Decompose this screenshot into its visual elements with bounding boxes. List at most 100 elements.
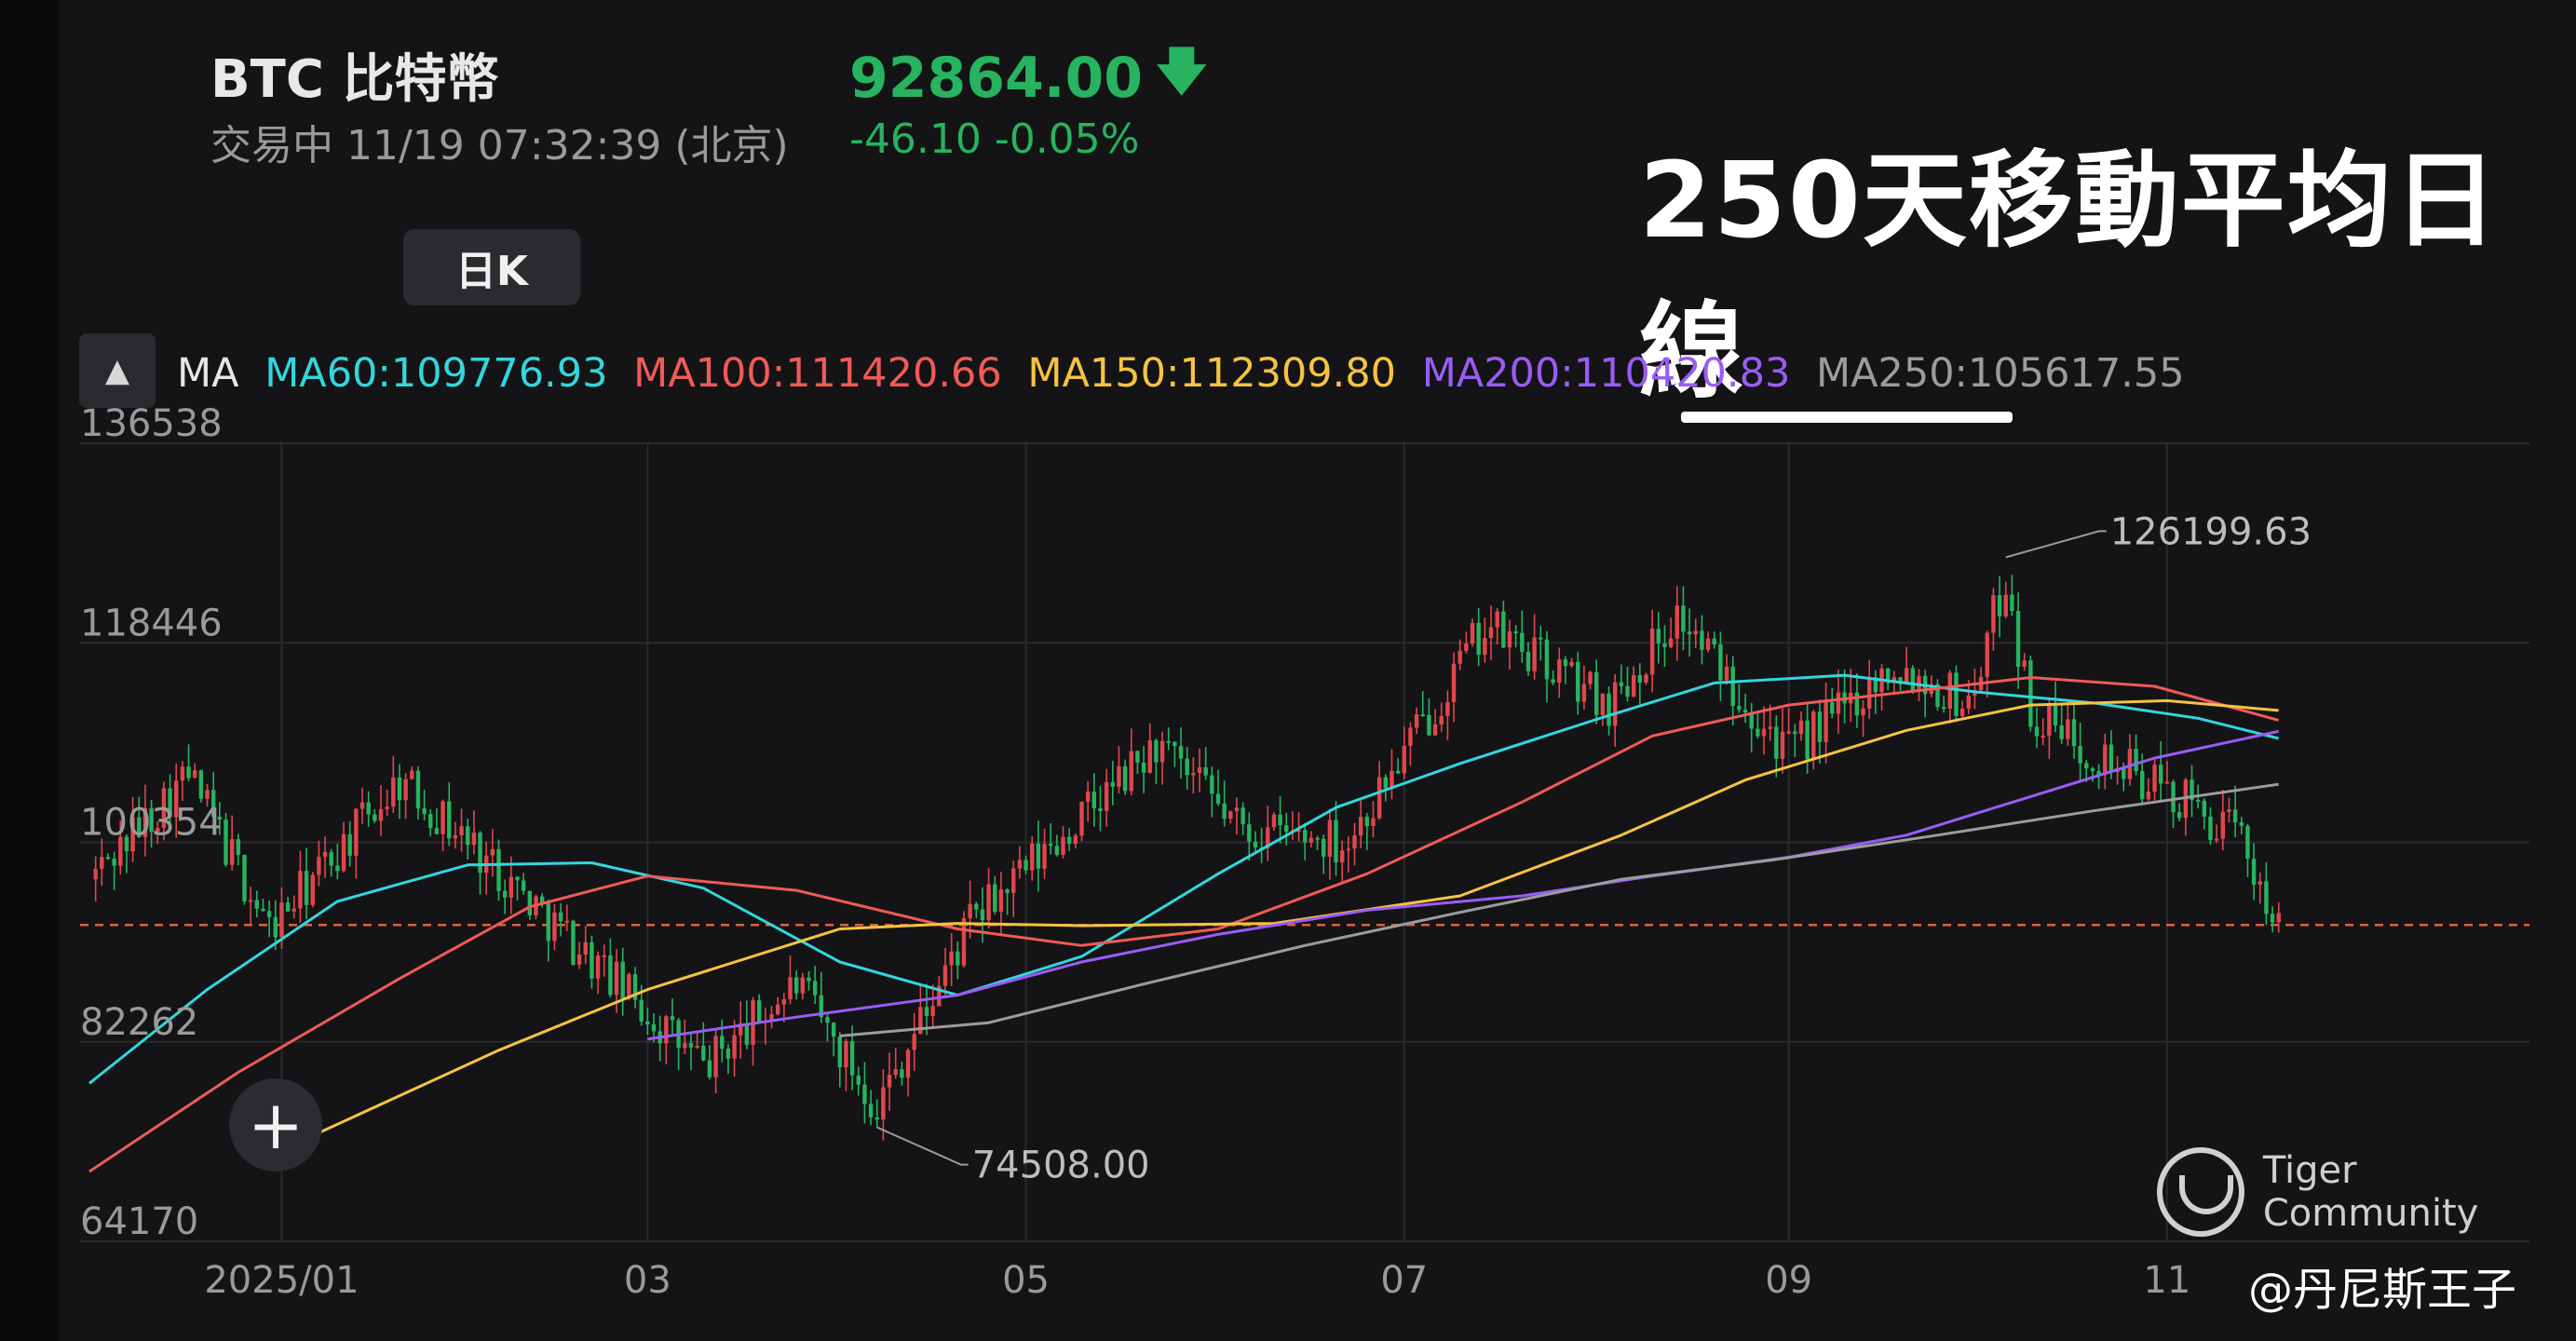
candle-body bbox=[1749, 711, 1754, 729]
candle-body bbox=[2010, 594, 2014, 612]
candle-body bbox=[1011, 868, 1016, 893]
candle-body bbox=[224, 820, 228, 865]
candle-body bbox=[1730, 666, 1735, 707]
candle-body bbox=[1408, 727, 1413, 746]
candle-body bbox=[608, 955, 613, 996]
candle-body bbox=[1296, 830, 1301, 833]
candle-body bbox=[1681, 605, 1686, 632]
annotation-leader bbox=[2005, 530, 2107, 559]
candle-body bbox=[1451, 663, 1457, 702]
candle-body bbox=[1315, 837, 1320, 840]
period-button-daily[interactable]: 日K bbox=[403, 229, 580, 305]
candle-body bbox=[1303, 830, 1308, 843]
candle-body bbox=[2134, 749, 2138, 772]
candle-body bbox=[905, 1050, 911, 1078]
candle-body bbox=[651, 1023, 657, 1032]
candle-body bbox=[2257, 881, 2262, 885]
candle-body bbox=[769, 1014, 774, 1022]
candle-body bbox=[2015, 611, 2021, 667]
candle-body bbox=[100, 857, 104, 870]
candle-body bbox=[1066, 836, 1072, 845]
candle-body bbox=[2053, 703, 2058, 725]
candle-body bbox=[688, 1043, 694, 1048]
candle-body bbox=[1668, 638, 1674, 647]
candle-body bbox=[1954, 672, 1959, 716]
candle-body bbox=[2276, 913, 2281, 923]
candle-body bbox=[354, 808, 359, 856]
candle-body bbox=[2232, 809, 2238, 823]
candle-body bbox=[825, 1017, 830, 1023]
candle-body bbox=[1532, 637, 1537, 671]
candle-body bbox=[893, 1069, 898, 1076]
candle-body bbox=[725, 1049, 731, 1059]
candle-body bbox=[868, 1104, 874, 1118]
candle-body bbox=[1352, 835, 1357, 849]
candle-body bbox=[2103, 744, 2108, 776]
candle-body bbox=[1234, 807, 1240, 812]
candle-body bbox=[1358, 817, 1363, 836]
candle-body bbox=[1917, 675, 1921, 691]
candle-body bbox=[329, 852, 333, 866]
candle-body bbox=[590, 941, 594, 979]
candle-body bbox=[156, 827, 160, 833]
collapse-indicator-button[interactable]: ▲ bbox=[79, 333, 156, 408]
candle-body bbox=[527, 890, 533, 915]
candle-body bbox=[1117, 765, 1121, 787]
ma-legend-item-ma200: MA200:110420.83 bbox=[1421, 350, 1791, 397]
candle-body bbox=[1687, 631, 1692, 635]
ma-legend-prefix: MA bbox=[177, 350, 239, 397]
candle-body bbox=[844, 1041, 848, 1068]
candle-body bbox=[1985, 632, 1989, 677]
candle-body bbox=[793, 977, 799, 994]
candle-body bbox=[1576, 661, 1580, 702]
candle-body bbox=[2096, 771, 2101, 776]
candle-body bbox=[645, 1021, 650, 1024]
candle-body bbox=[322, 852, 328, 858]
candle-body bbox=[217, 817, 223, 820]
candle-body bbox=[998, 889, 1004, 912]
candle-body bbox=[285, 902, 291, 912]
candle-body bbox=[478, 833, 482, 874]
add-indicator-button[interactable]: + bbox=[229, 1078, 322, 1172]
candle-body bbox=[576, 955, 582, 965]
annotation-low-label: 74508.00 bbox=[972, 1145, 1150, 1187]
candle-body bbox=[2122, 767, 2126, 779]
candle-body bbox=[1798, 720, 1804, 735]
candle-body bbox=[1656, 629, 1661, 643]
candle-body bbox=[1271, 814, 1277, 828]
candle-body bbox=[2214, 838, 2219, 841]
candle-body bbox=[415, 770, 421, 809]
candle-body bbox=[161, 788, 167, 828]
candle-body bbox=[2164, 781, 2170, 784]
price-change: -46.10 -0.05% bbox=[849, 115, 1140, 163]
candle-body bbox=[2022, 660, 2027, 667]
candle-body bbox=[1742, 710, 1748, 712]
candle-body bbox=[757, 1000, 762, 1023]
candle-body bbox=[632, 974, 638, 1000]
candle-body bbox=[1830, 702, 1835, 714]
candle-body bbox=[1098, 807, 1103, 811]
candle-body bbox=[713, 1036, 718, 1077]
candle-body bbox=[1334, 820, 1338, 863]
candle-body bbox=[1470, 622, 1475, 644]
candle-body bbox=[2171, 781, 2176, 813]
tiger-logo-icon bbox=[2157, 1147, 2244, 1237]
candle-body bbox=[1402, 745, 1406, 774]
candle-body bbox=[664, 1016, 669, 1044]
candle-body bbox=[248, 900, 253, 902]
candle-body bbox=[807, 977, 811, 982]
candle-body bbox=[1780, 731, 1785, 759]
candle-body bbox=[670, 1016, 675, 1021]
candle-body bbox=[2071, 719, 2077, 747]
candle-body bbox=[105, 857, 111, 860]
candle-body bbox=[521, 880, 526, 891]
candle-body bbox=[627, 974, 631, 999]
candle-body bbox=[1339, 850, 1345, 863]
ma-legend-item-ma100: MA100:111420.66 bbox=[633, 350, 1002, 397]
y-tick-label: 100354 bbox=[80, 802, 223, 845]
candle-body bbox=[683, 1043, 687, 1049]
ma-legend-item-ma250: MA250:105617.55 bbox=[1815, 350, 2185, 397]
candle-body bbox=[1898, 677, 1903, 684]
candle-body bbox=[2090, 768, 2095, 772]
